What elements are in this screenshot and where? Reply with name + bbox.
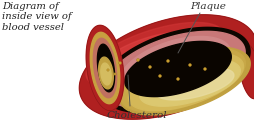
Circle shape: [113, 73, 116, 75]
Polygon shape: [119, 36, 230, 97]
Circle shape: [158, 74, 161, 78]
Polygon shape: [119, 47, 249, 115]
Circle shape: [106, 69, 109, 71]
Circle shape: [188, 63, 191, 66]
Polygon shape: [98, 57, 113, 89]
Circle shape: [176, 78, 179, 80]
Polygon shape: [79, 15, 254, 119]
Polygon shape: [90, 32, 119, 104]
Polygon shape: [139, 60, 239, 106]
Text: Cholesterol: Cholesterol: [107, 111, 167, 120]
Polygon shape: [124, 41, 230, 97]
Text: Diagram of
inside view of
blood vessel: Diagram of inside view of blood vessel: [2, 2, 71, 32]
Polygon shape: [97, 44, 114, 92]
Circle shape: [136, 59, 139, 61]
Polygon shape: [155, 68, 233, 100]
Circle shape: [203, 68, 206, 70]
Circle shape: [166, 59, 169, 63]
Text: Plaque: Plaque: [189, 2, 225, 11]
Circle shape: [148, 65, 151, 68]
Polygon shape: [86, 22, 223, 88]
Polygon shape: [104, 31, 244, 109]
Polygon shape: [93, 38, 116, 98]
Polygon shape: [238, 43, 254, 99]
Polygon shape: [105, 32, 190, 70]
Polygon shape: [86, 25, 123, 111]
Polygon shape: [100, 27, 249, 113]
Polygon shape: [100, 63, 111, 85]
Circle shape: [118, 61, 121, 65]
Polygon shape: [120, 48, 244, 112]
Polygon shape: [128, 53, 243, 111]
